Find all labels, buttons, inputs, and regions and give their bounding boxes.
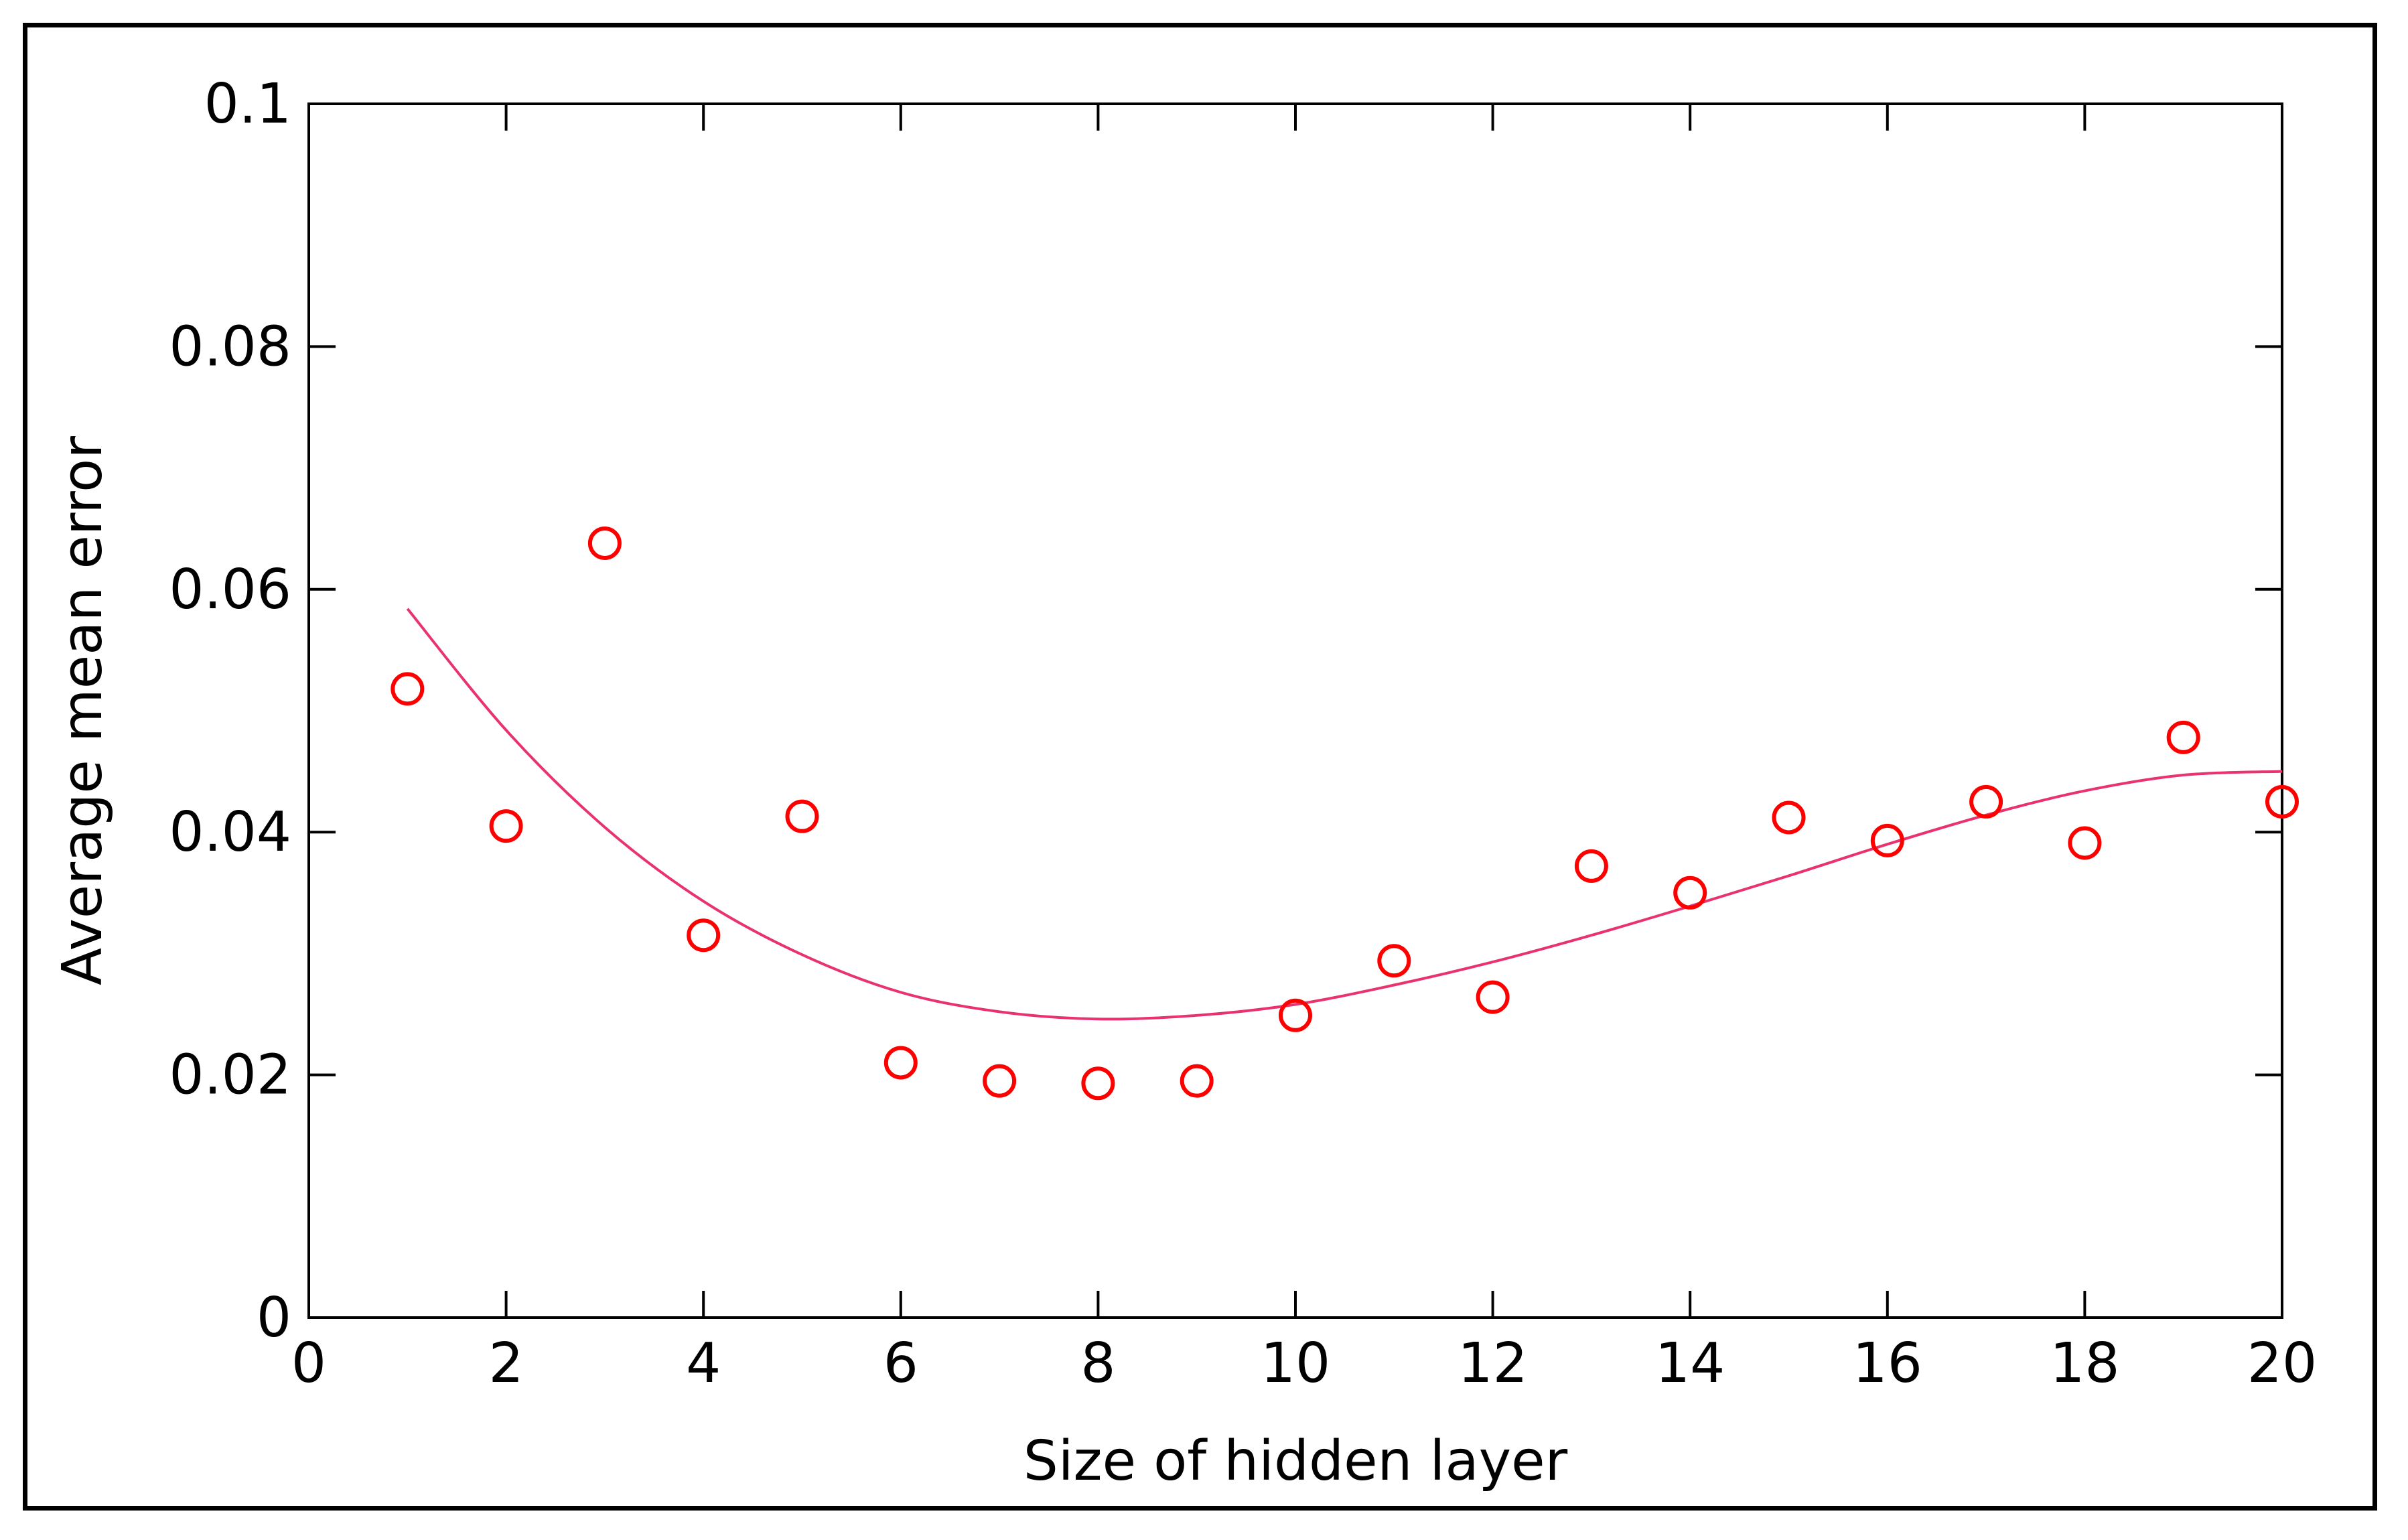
data-point bbox=[2166, 720, 2200, 754]
plot-border bbox=[307, 102, 2283, 1319]
y-tick-label: 0.06 bbox=[169, 558, 291, 622]
data-point bbox=[2068, 826, 2102, 860]
data-point bbox=[1772, 800, 1806, 835]
data-point bbox=[785, 799, 819, 833]
data-point bbox=[489, 809, 523, 843]
data-point bbox=[1673, 876, 1707, 910]
data-point bbox=[1969, 784, 2003, 819]
data-point bbox=[1180, 1064, 1214, 1098]
data-point bbox=[1476, 980, 1510, 1014]
data-point bbox=[391, 672, 425, 706]
data-points-layer bbox=[391, 526, 2299, 1101]
x-tick-label: 2 bbox=[489, 1332, 524, 1395]
data-point bbox=[1574, 849, 1608, 883]
x-tick-label: 20 bbox=[2247, 1332, 2317, 1395]
data-point bbox=[983, 1064, 1017, 1098]
x-tick-label: 6 bbox=[883, 1332, 918, 1395]
y-axis-title: Average mean error bbox=[51, 436, 115, 985]
y-tick-label: 0.04 bbox=[169, 800, 291, 864]
data-point bbox=[883, 1046, 918, 1080]
data-point bbox=[687, 918, 721, 953]
x-tick-label: 16 bbox=[1853, 1332, 1922, 1395]
y-tick-label: 0.02 bbox=[169, 1044, 291, 1107]
fit-curve bbox=[406, 608, 2283, 1021]
data-point bbox=[1081, 1066, 1115, 1101]
data-point bbox=[1870, 823, 1904, 857]
fit-curve-layer bbox=[406, 608, 2283, 1021]
data-point bbox=[1279, 998, 1312, 1032]
figure-frame: 0 2 4 6 8 10 12 14 16 18 20 0 0.02 0.04 0.06 0.08 0.1 Si… bbox=[23, 23, 2377, 1511]
x-tick-label: 18 bbox=[2050, 1332, 2119, 1395]
x-tick-label: 14 bbox=[1655, 1332, 1725, 1395]
scatter-chart: 0 2 4 6 8 10 12 14 16 18 20 0 0.02 0.04 0.06 0.08 0.1 Si… bbox=[51, 72, 2317, 1493]
y-tick-label: 0.1 bbox=[204, 72, 291, 136]
y-tick-label: 0 bbox=[257, 1286, 291, 1350]
x-tick-label: 8 bbox=[1080, 1332, 1115, 1395]
x-tick-label: 12 bbox=[1458, 1332, 1527, 1395]
y-tick-label: 0.08 bbox=[169, 315, 291, 378]
x-axis-title: Size of hidden layer bbox=[1023, 1429, 1568, 1493]
data-point bbox=[1377, 944, 1411, 978]
plot-area: 0 2 4 6 8 10 12 14 16 18 20 0 0.02 0.04 0.06 0.08 0.1 bbox=[169, 72, 2317, 1395]
x-tick-label: 0 bbox=[291, 1332, 326, 1395]
x-tick-label: 10 bbox=[1261, 1332, 1330, 1395]
x-tick-label: 4 bbox=[686, 1332, 721, 1395]
data-point bbox=[2265, 784, 2299, 819]
data-point bbox=[587, 526, 622, 560]
